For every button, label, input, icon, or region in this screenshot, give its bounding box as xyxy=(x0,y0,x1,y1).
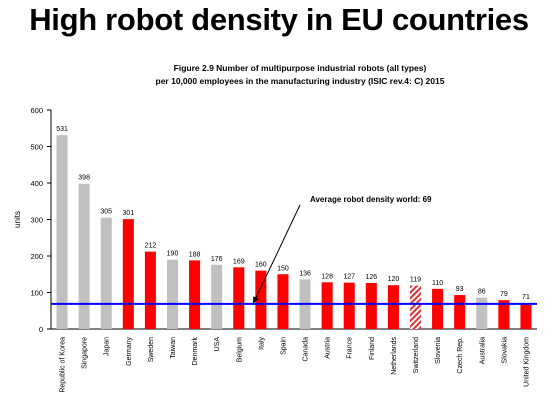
bar xyxy=(454,295,466,329)
reference-line-label: Average robot density world: 69 xyxy=(310,195,432,204)
data-label: 79 xyxy=(500,291,508,298)
data-label: 531 xyxy=(56,126,68,133)
y-tick-label: 300 xyxy=(30,216,43,225)
x-tick-label: Switzerland xyxy=(413,337,420,373)
x-tick-label: United Kingdom xyxy=(523,337,530,387)
x-tick-label: Canada xyxy=(303,337,310,362)
data-labels: 531 398 305 301 212 190 188 176 169 160 150 136 128 1… xyxy=(56,126,530,301)
bar xyxy=(122,219,134,329)
data-label: 93 xyxy=(456,286,464,293)
data-label: 398 xyxy=(78,175,90,182)
bar xyxy=(343,282,355,329)
bar xyxy=(321,282,333,329)
x-tick-label: Austria xyxy=(325,337,332,359)
bar xyxy=(432,288,444,329)
data-label: 120 xyxy=(388,276,400,283)
y-tick-label: 100 xyxy=(30,289,43,298)
x-tick-label: Belgium xyxy=(236,337,243,362)
bar xyxy=(166,259,179,329)
x-tick-label: Sweden xyxy=(148,337,155,362)
x-tick-label: Slovakia xyxy=(501,337,508,364)
data-label: 150 xyxy=(277,265,289,272)
bar xyxy=(233,267,245,329)
data-label: 128 xyxy=(321,273,333,280)
y-tick-label: 600 xyxy=(30,106,43,115)
annotation-arrowhead xyxy=(253,296,259,304)
data-label: 190 xyxy=(167,251,179,258)
x-tick-label: USA xyxy=(214,337,221,352)
x-tick-label: Republic of Korea xyxy=(60,337,67,393)
x-tick-label: Germany xyxy=(126,337,133,366)
data-label: 119 xyxy=(410,277,421,284)
slide-title: High robot density in EU countries xyxy=(29,2,529,37)
y-tick-label: 500 xyxy=(30,143,43,152)
data-label: 212 xyxy=(145,243,157,250)
bar xyxy=(409,285,422,329)
x-tick-label: Australia xyxy=(479,337,486,364)
y-tick-label: 200 xyxy=(30,252,43,261)
chart-title-line-2: per 10,000 employees in the manufacturin… xyxy=(155,76,445,86)
data-label: 136 xyxy=(299,270,311,277)
x-tick-label: Finland xyxy=(369,337,376,360)
bar xyxy=(365,283,377,329)
y-tick-label: 400 xyxy=(30,179,43,188)
data-label: 86 xyxy=(478,289,486,296)
y-axis-label: units xyxy=(13,211,22,228)
y-tick-label: 0 xyxy=(39,325,43,334)
x-tick-label: Spain xyxy=(280,337,287,355)
bar xyxy=(387,285,399,329)
annotation-arrow xyxy=(255,204,301,299)
data-label: 127 xyxy=(343,274,355,281)
bar xyxy=(277,274,289,329)
x-tick-label: Taiwan xyxy=(170,337,177,359)
bar xyxy=(144,251,156,329)
bar xyxy=(56,135,68,329)
bar xyxy=(520,303,532,329)
x-tick-label: France xyxy=(347,337,354,359)
x-tick-label: Slovenia xyxy=(435,337,442,364)
data-label: 176 xyxy=(211,256,223,263)
data-label: 160 xyxy=(255,262,267,269)
data-label: 126 xyxy=(365,274,377,281)
bar xyxy=(189,260,201,329)
x-tick-label: Denmark xyxy=(192,337,199,366)
x-tick-label: Czech Rep. xyxy=(457,337,464,374)
chart-title-line-1: Figure 2.9 Number of multipurpose indust… xyxy=(173,63,427,73)
x-tick-label: Italy xyxy=(258,337,265,350)
reference-annotation: Average robot density world: 69 xyxy=(253,195,432,304)
data-label: 169 xyxy=(233,258,245,265)
data-label: 110 xyxy=(432,280,443,287)
x-tick-labels: Republic of Korea Singapore Japan Germany Sw… xyxy=(60,337,531,393)
bar xyxy=(476,297,488,329)
bar xyxy=(498,300,510,329)
bar xyxy=(100,217,112,329)
data-label: 301 xyxy=(122,210,134,217)
x-tick-label: Japan xyxy=(104,337,111,356)
chart-title: Figure 2.9 Number of multipurpose indust… xyxy=(40,62,558,88)
x-tick-label: Singapore xyxy=(82,337,89,369)
data-label: 71 xyxy=(522,294,530,301)
bar xyxy=(255,270,267,329)
bars-group xyxy=(56,135,532,329)
x-tick-label: Netherlands xyxy=(391,337,398,375)
bar xyxy=(211,264,223,329)
data-label: 305 xyxy=(100,209,112,216)
data-label: 188 xyxy=(189,251,201,258)
bar xyxy=(78,183,90,329)
